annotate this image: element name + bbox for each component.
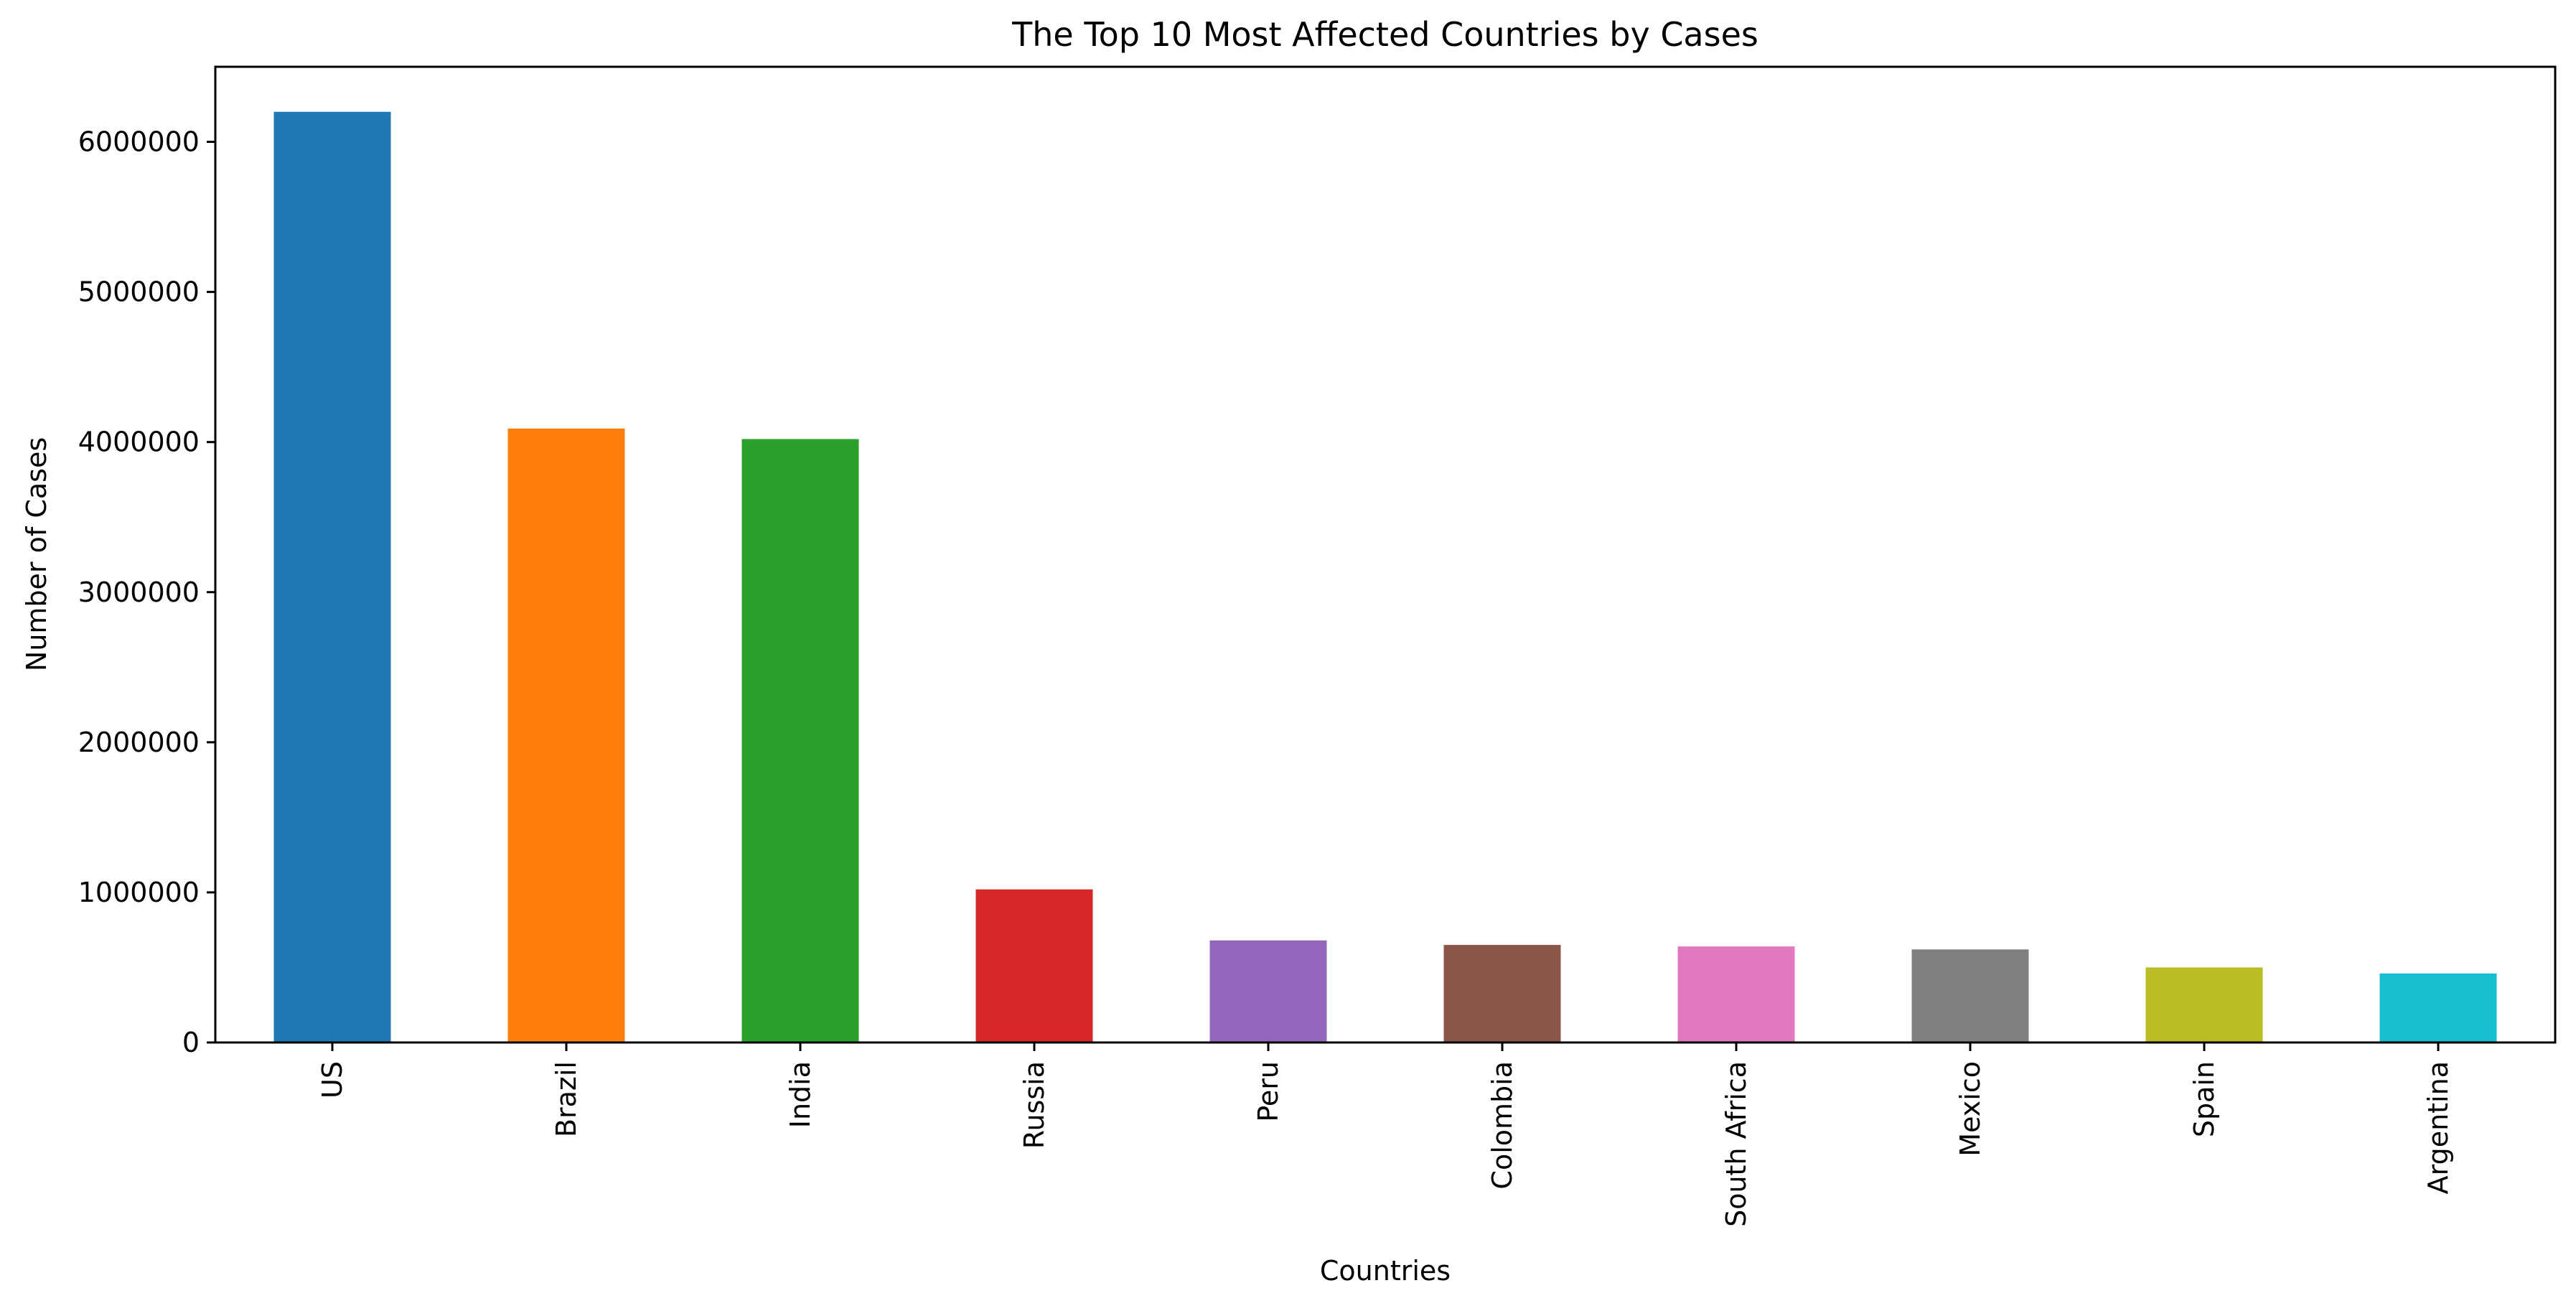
- y-tick-label: 5000000: [78, 276, 200, 308]
- x-tick-label: South Africa: [1720, 1061, 1752, 1227]
- x-tick-label: Argentina: [2422, 1061, 2454, 1194]
- y-tick-label: 6000000: [78, 126, 200, 158]
- ticks-layer: US Brazil India Russia Peru Colombia South Afr…: [78, 126, 2454, 1227]
- bar-us: [273, 111, 391, 1042]
- bar-russia: [975, 889, 1093, 1042]
- bar-argentina: [2379, 973, 2497, 1042]
- y-tick-label: 2000000: [78, 727, 200, 758]
- x-tick-label: Brazil: [551, 1061, 582, 1137]
- y-axis-label: Number of Cases: [21, 437, 52, 671]
- x-tick-label: US: [317, 1061, 348, 1098]
- bar-india: [741, 439, 859, 1042]
- x-tick-label: Spain: [2188, 1061, 2220, 1137]
- plot-frame: [214, 65, 2557, 1044]
- bar-colombia: [1443, 945, 1561, 1042]
- bar-mexico: [1911, 949, 2029, 1042]
- x-tick-label: Colombia: [1486, 1061, 1518, 1190]
- x-tick-label: Mexico: [1954, 1061, 1986, 1157]
- bars-layer: [273, 111, 2497, 1042]
- bar-brazil: [507, 428, 625, 1042]
- y-tick-label: 3000000: [78, 577, 200, 608]
- bar-spain: [2145, 967, 2263, 1042]
- y-tick-label: 0: [182, 1027, 200, 1058]
- x-axis-label: Countries: [1320, 1255, 1451, 1287]
- x-tick-label: Russia: [1018, 1061, 1050, 1149]
- x-tick-label: India: [784, 1061, 816, 1128]
- x-tick-label: Peru: [1252, 1061, 1284, 1122]
- y-tick-label: 4000000: [78, 426, 200, 458]
- bar-south-africa: [1677, 946, 1795, 1042]
- y-tick-label: 1000000: [78, 877, 200, 908]
- chart-title: The Top 10 Most Affected Countries by Ca…: [1011, 15, 1758, 54]
- bar-peru: [1209, 940, 1327, 1042]
